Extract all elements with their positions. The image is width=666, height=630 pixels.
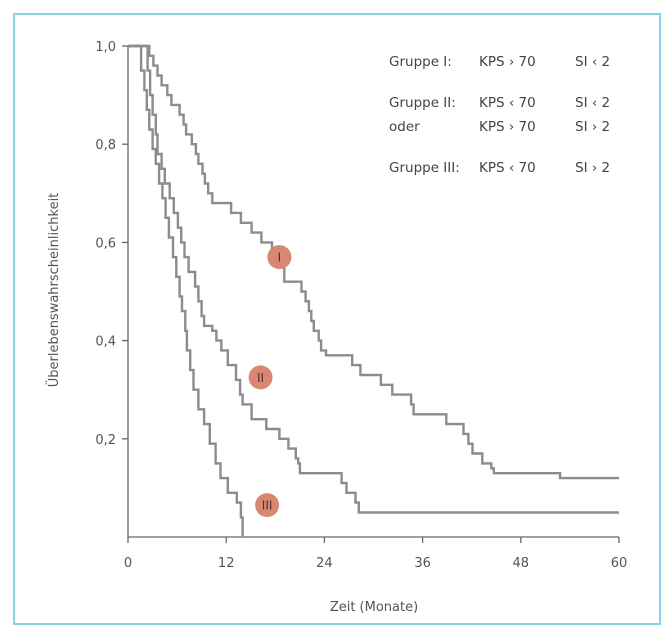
- survival-curve-group-I: [128, 44, 619, 480]
- x-tick-label: 60: [611, 556, 628, 571]
- y-tick-label: 0,4: [95, 335, 116, 350]
- survival-curve-group-III: [128, 44, 244, 537]
- group-marker-label-I: I: [278, 251, 282, 265]
- legend-row-3-si: SI › 2: [575, 119, 610, 135]
- legend-row-3-group: oder: [389, 119, 420, 135]
- legend-row-1-si: SI ‹ 2: [575, 54, 610, 70]
- legend-row-1-group: Gruppe I:: [389, 54, 452, 70]
- tick-group: 0 12 24 36 48 60 0,2 0,4 0,6 0,8 1,0: [95, 40, 627, 571]
- y-tick-label: 0,2: [95, 433, 116, 448]
- x-tick-label: 12: [218, 556, 235, 571]
- legend-row-4-si: SI › 2: [575, 160, 610, 176]
- x-tick-label: 24: [316, 556, 333, 571]
- x-axis-label: Zeit (Monate): [330, 600, 418, 615]
- legend-row-2-group: Gruppe II:: [389, 95, 456, 111]
- curves: [128, 44, 619, 537]
- axes: [127, 46, 619, 538]
- group-marker-II: [248, 365, 273, 390]
- legend-row-3-kps: KPS › 70: [479, 119, 536, 135]
- legend-row-1-kps: KPS › 70: [479, 54, 536, 70]
- y-tick-label: 0,6: [95, 236, 116, 251]
- legend-row-4-kps: KPS ‹ 70: [479, 160, 536, 176]
- group-marker-label-II: II: [257, 371, 264, 385]
- legend-row-2-si: SI ‹ 2: [575, 95, 610, 111]
- chart-frame: [13, 13, 661, 625]
- y-tick-label: 1,0: [95, 40, 116, 55]
- y-tick-label: 0,8: [95, 138, 116, 153]
- group-marker-label-III: III: [262, 499, 273, 513]
- x-tick-label: 48: [513, 556, 530, 571]
- legend-row-4-group: Gruppe III:: [389, 160, 460, 176]
- y-axis-label: Überlebenswahrscheinlichkeit: [45, 193, 62, 388]
- survival-curve-group-II: [128, 44, 619, 514]
- group-marker-I: [267, 245, 292, 270]
- x-tick-label: 36: [414, 556, 431, 571]
- legend-row-2-kps: KPS ‹ 70: [479, 95, 536, 111]
- legend: Gruppe I: KPS › 70 SI ‹ 2 Gruppe II: KPS…: [389, 54, 610, 176]
- x-tick-label: 0: [124, 556, 132, 571]
- group-marker-III: [255, 493, 280, 518]
